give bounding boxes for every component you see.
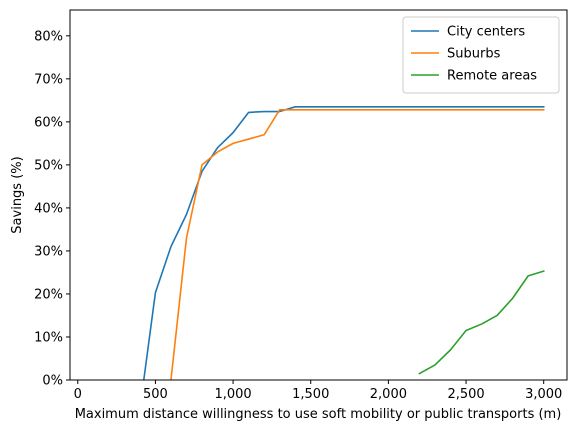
x-tick-label: 3,000 <box>525 387 562 402</box>
y-tick-label: 80% <box>34 29 63 44</box>
series-layer <box>142 106 545 380</box>
plot-area-frame <box>69 9 568 381</box>
y-tick-label: 70% <box>34 72 63 87</box>
series-line-suburbs <box>170 109 545 380</box>
x-tick-label: 0 <box>74 387 82 402</box>
x-axis: 0 500 1,000 1,500 2,000 2,500 3,000 <box>74 380 562 402</box>
y-tick-label: 0% <box>42 374 63 389</box>
legend-label: City centers <box>447 25 525 40</box>
x-tick-label: 2,000 <box>370 387 407 402</box>
x-axis-label: Maximum distance willingness to use soft… <box>75 407 562 422</box>
y-tick-label: 20% <box>34 287 63 302</box>
legend-box <box>402 16 560 94</box>
y-tick-label: 30% <box>34 244 63 259</box>
legend-label: Remote areas <box>447 69 537 84</box>
x-tick-label: 1,000 <box>214 387 251 402</box>
y-tick-label: 50% <box>34 158 63 173</box>
y-tick-label: 60% <box>34 115 63 130</box>
x-tick-label: 500 <box>143 387 168 402</box>
x-tick-label: 2,500 <box>447 387 484 402</box>
y-tick-label: 40% <box>34 201 63 216</box>
legend: City centers Suburbs Remote areas <box>402 16 560 94</box>
y-axis: 0% 10% 20% 30% 40% 50% 60% 70% 80% <box>34 29 70 389</box>
y-tick-label: 10% <box>34 330 63 345</box>
y-axis-label: Savings (%) <box>10 156 25 233</box>
series-line-city-centers <box>142 106 545 380</box>
x-tick-label: 1,500 <box>292 387 329 402</box>
series-line-remote-areas <box>418 270 545 375</box>
legend-label: Suburbs <box>447 47 501 62</box>
